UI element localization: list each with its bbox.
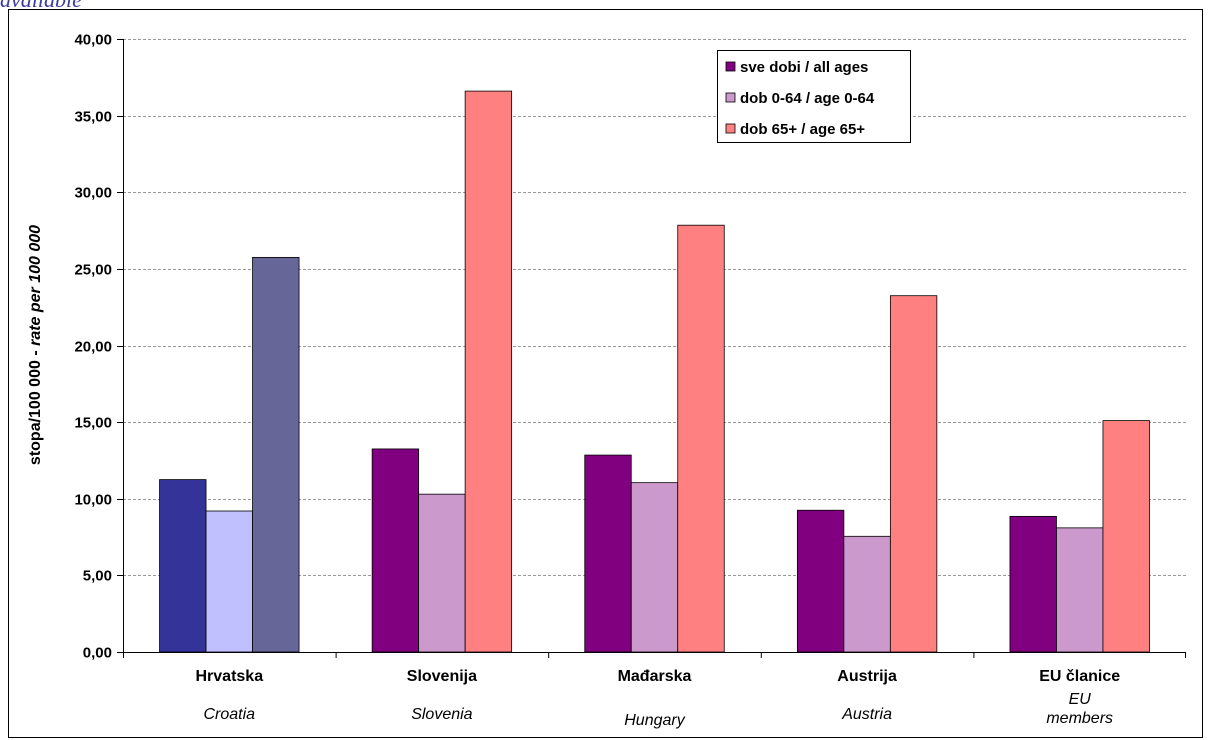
x-category-sublabel: Hungary — [624, 712, 685, 729]
bar-1-4 — [796, 509, 845, 653]
y-axis-label-italic: rate per 100 000 — [27, 225, 44, 346]
bar-2-1 — [205, 510, 253, 653]
bar-2-3 — [630, 482, 679, 653]
bar-1-2 — [371, 448, 420, 653]
y-tick-label: 25,00 — [74, 262, 112, 279]
bar-2-5 — [1056, 527, 1104, 653]
x-category-sublabel: members — [1046, 710, 1113, 727]
y-tick-label: 5,00 — [83, 568, 112, 585]
legend-box — [717, 50, 911, 143]
bar-1-1 — [159, 479, 207, 653]
bar-3-1 — [252, 256, 300, 653]
x-category-sublabel: Croatia — [204, 706, 256, 723]
legend-label: sve dobi / all ages — [740, 59, 868, 76]
x-category-labels: Hrvatska Croatia Slovenija Slovenia Mađarska… — [195, 668, 1120, 729]
y-tick-label: 35,00 — [74, 109, 112, 126]
bars — [159, 90, 1150, 653]
bar-2-4 — [843, 535, 891, 653]
bar-1-5 — [1009, 515, 1057, 653]
x-category-label: Mađarska — [618, 668, 692, 685]
legend-label: dob 65+ / age 65+ — [740, 121, 865, 138]
legend-label: dob 0-64 / age 0-64 — [740, 90, 875, 107]
legend-swatch — [725, 123, 736, 134]
x-category-sublabel: Austria — [841, 706, 892, 723]
y-tick-labels: 0,00 5,00 10,00 15,00 20,00 25,00 30,00 35,00 40… — [74, 32, 123, 662]
x-category-label: EU članice — [1039, 668, 1120, 685]
y-tick-label: 30,00 — [74, 185, 112, 202]
y-tick-label: 0,00 — [83, 645, 112, 662]
legend: sve dobi / all ages dob 0-64 / age 0-64 do… — [717, 50, 911, 143]
x-category-sublabel: Slovenia — [411, 706, 472, 723]
bar-2-2 — [418, 493, 466, 653]
legend-swatch — [725, 92, 736, 103]
y-tick-label: 20,00 — [74, 339, 112, 356]
y-tick-label: 10,00 — [74, 492, 112, 509]
x-category-sublabel: EU — [1069, 691, 1092, 708]
legend-swatch — [725, 61, 736, 72]
y-axis-label: stopa/100 000 - rate per 100 000 — [27, 225, 44, 465]
bar-1-3 — [584, 454, 632, 653]
y-tick-label: 15,00 — [74, 415, 112, 432]
x-category-label: Slovenija — [407, 668, 477, 685]
bar-3-2 — [464, 90, 513, 653]
bar-3-5 — [1102, 420, 1150, 653]
x-category-label: Hrvatska — [195, 668, 263, 685]
y-tick-label: 40,00 — [74, 32, 112, 49]
x-category-label: Austrija — [837, 668, 897, 685]
axes — [123, 39, 1186, 658]
gridlines — [123, 39, 1186, 576]
bar-3-4 — [889, 295, 938, 653]
bar-3-3 — [677, 224, 725, 653]
y-axis-label-main: stopa/100 000 - — [27, 346, 44, 465]
